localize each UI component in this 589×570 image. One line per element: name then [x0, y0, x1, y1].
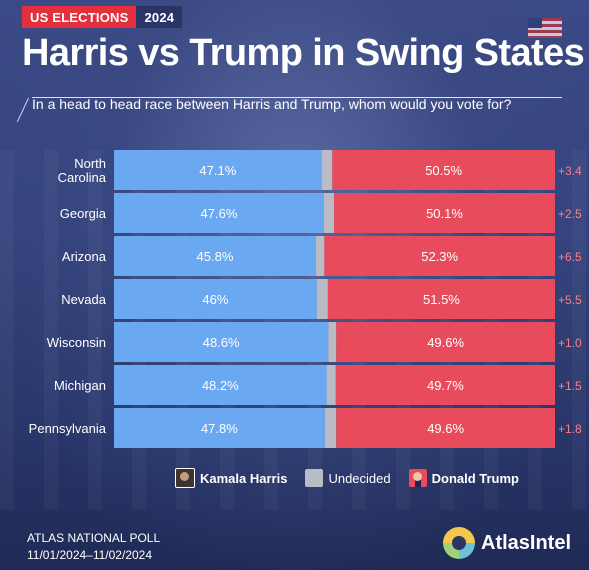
bar-trump	[336, 408, 555, 448]
data-label-trump: 50.1%	[426, 206, 463, 221]
bar-undecided	[323, 193, 335, 233]
bar-undecided	[324, 408, 337, 448]
logo-text: AtlasIntel	[481, 531, 572, 554]
page-title: Harris vs Trump in Swing States	[22, 32, 585, 74]
atlasintel-logo: AtlasIntel	[443, 527, 571, 559]
data-label-trump: 49.6%	[427, 421, 464, 436]
bar-harris	[114, 193, 324, 233]
margin-label: +1.5	[558, 379, 582, 393]
data-label-harris: 47.8%	[201, 421, 238, 436]
data-label-harris: 48.2%	[202, 378, 239, 393]
bar-trump	[336, 322, 555, 362]
data-label-trump: 50.5%	[425, 163, 462, 178]
data-label-harris: 48.6%	[203, 335, 240, 350]
category-label: Pennsylvania	[29, 421, 107, 436]
legend-item-trump: Donald Trump	[408, 469, 519, 487]
margin-label: +1.0	[558, 336, 582, 350]
bar-harris	[114, 408, 325, 448]
category-label: North Carolina	[58, 156, 107, 185]
margin-label: +5.5	[558, 293, 582, 307]
undecided-swatch	[305, 469, 324, 487]
section-tag: US ELECTIONS 2024	[22, 6, 183, 28]
subtitle: In a head to head race between Harris an…	[32, 96, 562, 120]
bar-harris	[114, 236, 316, 276]
poll-dates: 11/01/2024–11/02/2024	[27, 548, 153, 562]
tag-year: 2024	[136, 6, 183, 28]
data-label-trump: 49.7%	[427, 378, 464, 393]
data-label-harris: 45.8%	[197, 249, 234, 264]
subtitle-text: In a head to head race between Harris an…	[32, 96, 512, 112]
harris-portrait-icon	[175, 468, 195, 488]
bar-harris	[114, 279, 317, 319]
bar-undecided	[328, 322, 337, 362]
data-label-harris: 47.1%	[199, 163, 236, 178]
margin-label: +2.5	[558, 207, 582, 221]
data-label-trump: 52.3%	[421, 249, 458, 264]
margin-label: +1.8	[558, 422, 582, 436]
bar-undecided	[321, 150, 333, 190]
data-label-harris: 47.6%	[201, 206, 238, 221]
category-label: Nevada	[61, 292, 107, 307]
bar-trump	[332, 150, 555, 190]
data-label-trump: 49.6%	[427, 335, 464, 350]
bar-harris	[114, 322, 329, 362]
bar-undecided	[315, 236, 325, 276]
poll-name: ATLAS NATIONAL POLL	[27, 531, 161, 545]
category-label: Michigan	[54, 378, 106, 393]
bar-trump	[327, 279, 555, 319]
us-flag-icon	[528, 18, 562, 38]
data-label-trump: 51.5%	[423, 292, 460, 307]
margin-label: +6.5	[558, 250, 582, 264]
tag-us-elections: US ELECTIONS	[22, 6, 137, 28]
poll-info: ATLAS NATIONAL POLL 11/01/2024–11/02/202…	[27, 530, 160, 564]
bar-undecided	[326, 365, 336, 405]
trump-portrait-icon	[408, 469, 427, 487]
bar-trump	[334, 193, 555, 233]
margin-label: +3.4	[558, 164, 582, 178]
category-label: Arizona	[62, 249, 107, 264]
legend-label-undecided: Undecided	[328, 470, 391, 486]
bar-undecided	[316, 279, 328, 319]
atlasintel-logo-icon	[443, 527, 475, 559]
legend-label-harris: Kamala Harris	[200, 470, 288, 486]
bar-trump	[324, 236, 555, 276]
category-label: Georgia	[60, 206, 107, 221]
legend-label-trump: Donald Trump	[431, 470, 519, 486]
legend: Kamala Harris Undecided Donald Trump	[175, 468, 519, 488]
data-label-harris: 46%	[202, 292, 228, 307]
bar-harris	[114, 150, 322, 190]
bar-trump	[335, 365, 555, 405]
category-label: Wisconsin	[47, 335, 106, 350]
legend-item-undecided: Undecided	[305, 469, 391, 487]
bar-harris	[114, 365, 327, 405]
legend-item-harris: Kamala Harris	[175, 468, 287, 488]
